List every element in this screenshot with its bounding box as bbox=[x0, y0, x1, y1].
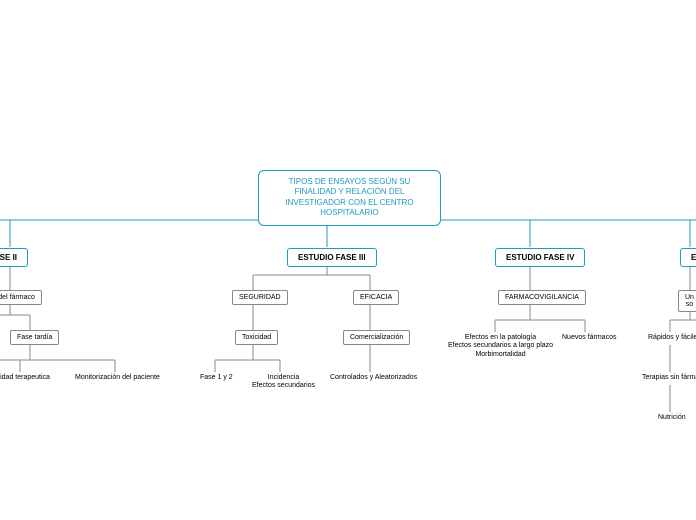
p5-leaf-fast: Rápidos y fáciles bbox=[648, 334, 696, 342]
phase-2-node: O FASE II bbox=[0, 248, 28, 267]
p3-leaf-incidence: IncidenciaEfectos secundarios bbox=[252, 374, 315, 391]
phase-3-node: ESTUDIO FASE III bbox=[287, 248, 377, 267]
p2-leaf-monitor: Monitorización del paciente bbox=[75, 374, 160, 382]
phase-4-node: ESTUDIO FASE IV bbox=[495, 248, 585, 267]
p3-leaf-controlled: Controlados y Aleatorizados bbox=[330, 374, 417, 382]
p3-leaf-phase12: Fase 1 y 2 bbox=[200, 374, 233, 382]
p5-leaf-therapy: Terapias sin fárma bbox=[642, 374, 696, 382]
p3-security-node: SEGURIDAD bbox=[232, 290, 288, 305]
p3-commerce-node: Comercialización bbox=[343, 330, 410, 345]
p4-pharmaco-node: FARMACOVIGILANCIA bbox=[498, 290, 586, 305]
phase-5-node: ES bbox=[680, 248, 696, 267]
p4-leaf-newdrugs: Nuevos fármacos bbox=[562, 334, 616, 342]
root-node: TIPOS DE ENSAYOS SEGÚN SU FINALIDAD Y RE… bbox=[258, 170, 441, 226]
p2-leaf-utility: Utilidad terapeutica bbox=[0, 374, 50, 382]
p3-toxicity-node: Toxicidad bbox=[235, 330, 278, 345]
p4-leaf-effects: Efectos en la patologíaEfectos secundari… bbox=[448, 334, 553, 359]
p2-effect-node: cto del fármaco bbox=[0, 290, 42, 305]
p2-late-node: Fase tardía bbox=[10, 330, 59, 345]
p5-leaf-nutrition: Nutrición bbox=[658, 414, 686, 422]
p5-sub-node: Un so bbox=[678, 290, 696, 312]
p3-efficacy-node: EFICACIA bbox=[353, 290, 399, 305]
